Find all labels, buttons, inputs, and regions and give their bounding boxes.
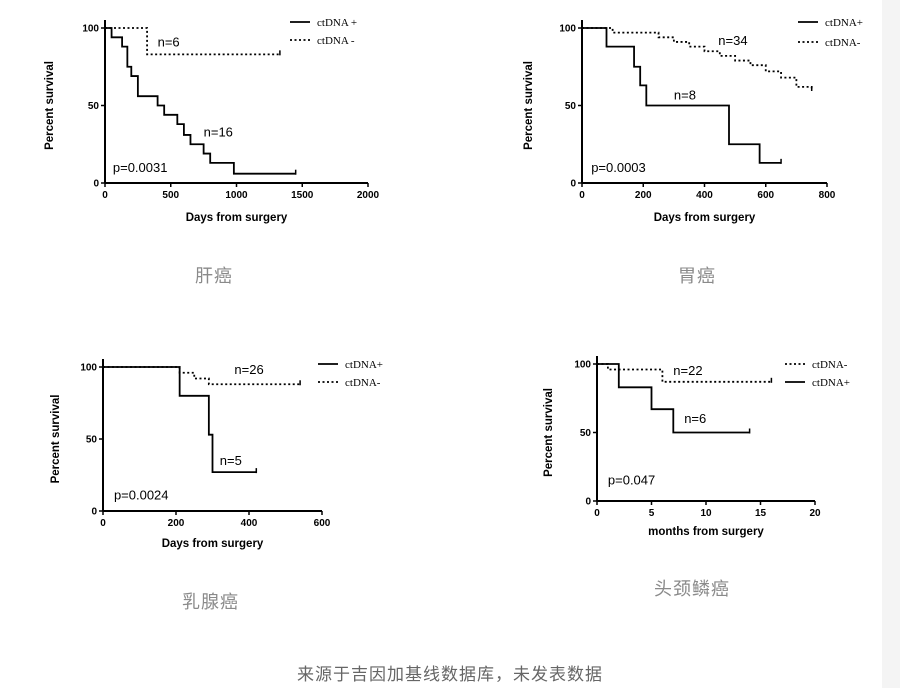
annotation-text: n=6 xyxy=(684,411,706,426)
y-tick-label: 100 xyxy=(559,24,576,35)
y-tick-label: 0 xyxy=(570,179,576,190)
x-tick-label: 200 xyxy=(168,518,185,529)
chart-head-neck-cancer: 0 5 10 15 20 0 50 100 months from surgery Percent… xyxy=(540,350,860,550)
y-tick-label: 50 xyxy=(580,428,592,439)
series-line-ctdna-negative xyxy=(103,366,301,386)
x-tick-label: 500 xyxy=(162,190,179,201)
annotation-text: p=0.0031 xyxy=(113,160,168,175)
x-tick-label: 1500 xyxy=(291,190,314,201)
annotation-text: n=22 xyxy=(673,363,702,378)
chart-svg: 0 200 400 600 0 50 100 Days from surgery Percent… xyxy=(50,359,383,550)
y-tick-label: 50 xyxy=(565,101,577,112)
chart-svg: 0 200 400 600 800 0 50 100 Days from surgery Perc… xyxy=(523,17,863,224)
annotation-text: p=0.0003 xyxy=(591,160,646,175)
y-tick-label: 50 xyxy=(86,435,98,446)
x-tick-label: 0 xyxy=(100,518,106,529)
x-tick-label: 0 xyxy=(102,190,108,201)
series-line-ctdna-positive xyxy=(105,27,296,175)
x-tick-label: 800 xyxy=(819,190,836,201)
x-tick-label: 2000 xyxy=(357,190,380,201)
caption-liver-cancer: 肝癌 xyxy=(195,266,233,287)
series-line-ctdna-positive xyxy=(582,27,782,164)
annotation-text: p=0.047 xyxy=(608,473,655,488)
annotation-text: n=16 xyxy=(204,125,233,140)
x-tick-label: 200 xyxy=(635,190,652,201)
chart-gastric-cancer: 0 200 400 600 800 0 50 100 Days from surgery Perc… xyxy=(520,8,870,238)
legend-label: ctDNA+ xyxy=(345,359,383,371)
x-axis-label: Days from surgery xyxy=(186,212,288,224)
y-tick-label: 50 xyxy=(88,101,100,112)
x-axis-label: Days from surgery xyxy=(162,538,264,550)
footer-source-note: 来源于吉因加基线数据库，未发表数据 xyxy=(297,665,603,685)
caption-breast-cancer: 乳腺癌 xyxy=(182,592,239,613)
legend-label: ctDNA+ xyxy=(825,17,863,29)
y-tick-label: 0 xyxy=(585,497,591,508)
y-axis-label: Percent survival xyxy=(44,61,56,150)
caption-head-neck-cancer: 头颈鳞癌 xyxy=(654,579,730,600)
x-tick-label: 1000 xyxy=(225,190,248,201)
x-tick-label: 15 xyxy=(755,508,767,519)
annotation-text: n=8 xyxy=(674,87,696,102)
y-axis-label: Percent survival xyxy=(523,61,535,150)
x-tick-label: 400 xyxy=(241,518,258,529)
legend-label: ctDNA - xyxy=(317,35,355,47)
x-tick-label: 0 xyxy=(579,190,585,201)
chart-liver-cancer: 0 500 1000 1500 2000 0 50 100 Days from surgery P… xyxy=(40,8,390,238)
annotation-text: p=0.0024 xyxy=(114,487,169,502)
caption-gastric-cancer: 胃癌 xyxy=(678,266,716,287)
x-tick-label: 600 xyxy=(757,190,774,201)
y-tick-label: 0 xyxy=(93,179,99,190)
legend-label: ctDNA + xyxy=(317,17,357,29)
x-tick-label: 0 xyxy=(594,508,600,519)
chart-svg: 0 5 10 15 20 0 50 100 months from surgery Percent… xyxy=(543,356,850,538)
legend-label: ctDNA+ xyxy=(812,377,850,389)
x-tick-label: 5 xyxy=(649,508,655,519)
legend-label: ctDNA- xyxy=(825,37,861,49)
annotation-text: n=26 xyxy=(234,362,263,377)
chart-breast-cancer: 0 200 400 600 0 50 100 Days from surgery Percent… xyxy=(50,350,390,560)
x-axis-label: Days from surgery xyxy=(654,212,756,224)
series-line-ctdna-negative xyxy=(105,27,280,56)
annotation-text: n=6 xyxy=(158,35,180,50)
x-tick-label: 20 xyxy=(809,508,821,519)
x-axis-label: months from surgery xyxy=(648,526,764,538)
x-tick-label: 10 xyxy=(700,508,712,519)
legend-label: ctDNA- xyxy=(812,359,848,371)
y-axis-label: Percent survival xyxy=(543,388,555,477)
legend-label: ctDNA- xyxy=(345,377,381,389)
y-tick-label: 100 xyxy=(82,24,99,35)
annotation-text: n=34 xyxy=(718,33,747,48)
y-tick-label: 100 xyxy=(574,360,591,371)
right-scrollbar-strip xyxy=(882,0,900,688)
series-line-ctdna-positive xyxy=(597,363,750,434)
y-axis-label: Percent survival xyxy=(50,395,62,484)
y-tick-label: 100 xyxy=(80,363,97,374)
series-line-ctdna-negative xyxy=(582,27,813,90)
x-tick-label: 600 xyxy=(314,518,331,529)
annotation-text: n=5 xyxy=(220,453,242,468)
chart-svg: 0 500 1000 1500 2000 0 50 100 Days from surgery P… xyxy=(44,17,380,224)
y-tick-label: 0 xyxy=(91,507,97,518)
x-tick-label: 400 xyxy=(696,190,713,201)
